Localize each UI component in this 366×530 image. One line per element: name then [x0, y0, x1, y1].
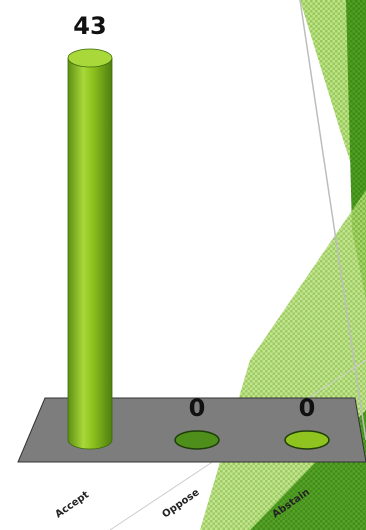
bar-accept [67, 57, 113, 450]
bar-group [67, 48, 330, 450]
bar-top-accept [67, 48, 113, 68]
bar-oppose [174, 430, 220, 450]
value-label-accept: 43 [73, 12, 106, 40]
category-label-accept: Accept [53, 489, 91, 520]
bar-abstain [284, 430, 330, 450]
value-label-oppose: 0 [189, 394, 206, 422]
value-label-group: 43 0 0 [73, 12, 315, 422]
bg-thin-line-1 [299, 0, 366, 441]
value-label-abstain: 0 [299, 394, 316, 422]
